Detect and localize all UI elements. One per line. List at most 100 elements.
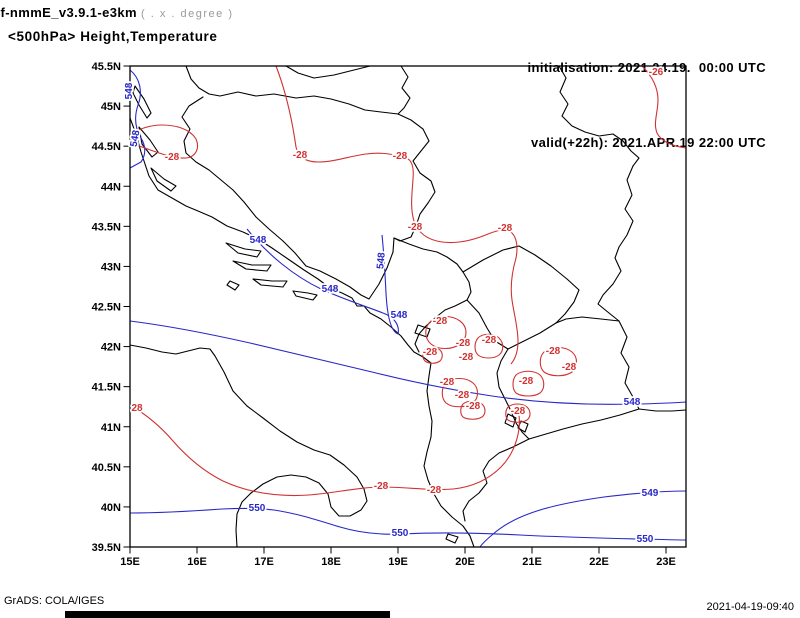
run-info-block: initialisation: 2021.04.19. 00:00 UTC va… xyxy=(528,5,766,180)
grads-credit: GrADS: COLA/IGES xyxy=(4,595,105,607)
x-tick-label: 19E xyxy=(388,556,408,568)
contour-label: -28 xyxy=(393,151,408,162)
border-macedonia-east xyxy=(618,320,687,412)
height-contours xyxy=(129,69,687,548)
border-albania-greece xyxy=(462,438,530,522)
contour-label: -28 xyxy=(433,316,448,327)
coastline-adriatic-east xyxy=(129,117,475,548)
border-montenegro-albania xyxy=(414,271,472,353)
islands-dalmatian xyxy=(132,85,318,301)
contour-label: 550 xyxy=(392,528,409,539)
border-kosovo xyxy=(462,245,580,324)
y-tick-label: 45.5N xyxy=(92,61,121,73)
contour-label: -28 xyxy=(455,390,470,401)
x-tick-label: 17E xyxy=(254,556,274,568)
contour-label: -28 xyxy=(408,222,423,233)
y-tick-label: 43N xyxy=(101,261,121,273)
y-tick-label: 44N xyxy=(101,181,121,193)
initialisation-time: initialisation: 2021.04.19. 00:00 UTC xyxy=(527,60,766,75)
contour-label: -28 xyxy=(519,376,534,387)
y-tick-label: 40N xyxy=(101,502,121,514)
y-tick-label: 42N xyxy=(101,342,121,354)
contour-label: -28 xyxy=(498,223,513,234)
contour-label: 550 xyxy=(249,503,266,514)
coastlines-and-borders xyxy=(129,65,687,548)
temperature-contours xyxy=(129,65,687,497)
y-tick-label: 41.5N xyxy=(92,382,121,394)
border-serbia-romania xyxy=(558,65,640,167)
y-tick-label: 40.5N xyxy=(92,462,121,474)
y-tick-label: 43.5N xyxy=(92,221,121,233)
contour-label: 548 xyxy=(124,82,135,99)
contour-label: -28 xyxy=(546,346,561,357)
contour-minus28-upper xyxy=(275,65,519,365)
contour-548-trough xyxy=(246,228,399,335)
y-tick-label: 41N xyxy=(101,422,121,434)
coastline-italy xyxy=(129,344,368,548)
y-tick-label: 42.5N xyxy=(92,302,121,314)
border-macedonia-north xyxy=(555,316,620,324)
x-tick-label: 16E xyxy=(187,556,207,568)
contour-550 xyxy=(129,507,687,541)
border-albania-kosovo xyxy=(466,299,509,350)
border-bosnia-montenegro xyxy=(305,237,395,300)
contour-label: 548 xyxy=(129,129,143,148)
border-bosnia-west xyxy=(181,96,307,267)
bottom-black-bar xyxy=(65,611,390,618)
contour-label: -28 xyxy=(165,152,180,163)
border-macedonia-greece xyxy=(528,408,640,440)
model-title-line: rf-nmmE_v3.9.1-e3km ( . x . degree ) xyxy=(0,5,234,20)
contour-548-northwest xyxy=(129,69,146,169)
contour-label: 550 xyxy=(637,534,654,545)
creation-timestamp: 2021-04-19-09:40 xyxy=(706,601,794,613)
x-tick-label: 21E xyxy=(522,556,542,568)
contour-label: 28 xyxy=(131,403,143,414)
x-tick-label: 15E xyxy=(120,556,140,568)
contour-labels: 548548548548548548548549550550550-26-28-… xyxy=(122,65,665,547)
contour-label: -28 xyxy=(562,362,577,373)
contour-minus28-cells xyxy=(422,315,578,423)
y-tick-label: 45N xyxy=(101,101,121,113)
border-kosovo-macedonia xyxy=(507,322,557,350)
contour-label: 548 xyxy=(624,397,641,408)
contour-548-main xyxy=(129,320,687,405)
x-tick-label: 22E xyxy=(589,556,609,568)
contour-label: -28 xyxy=(456,338,471,349)
contour-label: -28 xyxy=(511,406,526,417)
border-drina xyxy=(393,113,436,242)
contour-minus26 xyxy=(641,65,687,149)
border-croatia-hungary xyxy=(285,65,371,79)
border-serbia-bulgaria xyxy=(597,165,634,322)
contour-label: -28 xyxy=(374,481,389,492)
border-montenegro-serbia xyxy=(393,237,464,273)
model-name: rf-nmmE_v3.9.1-e3km xyxy=(0,5,137,20)
islands-ionian xyxy=(445,533,459,544)
variable-title: <500hPa> Height,Temperature xyxy=(8,29,218,44)
contour-label: -28 xyxy=(459,352,474,363)
contour-label: -28 xyxy=(427,485,442,496)
model-resolution: ( . x . degree ) xyxy=(141,8,234,20)
contour-label: 548 xyxy=(375,252,387,270)
contour-minus28-west-loop xyxy=(129,124,199,159)
contour-label: -28 xyxy=(440,377,455,388)
border-sava-north-bosnia xyxy=(185,65,399,115)
contour-label: -26 xyxy=(649,67,664,78)
axis-ticks: 45.5N 45N 44.5N 44N 43.5N 43N 42.5N 42N 41.5N 41N… xyxy=(92,61,676,568)
x-tick-label: 18E xyxy=(321,556,341,568)
contour-label: -28 xyxy=(293,150,308,161)
plot-frame xyxy=(129,65,687,548)
x-tick-label: 20E xyxy=(455,556,475,568)
contour-label: 548 xyxy=(250,235,267,246)
y-tick-label: 39.5N xyxy=(92,542,121,554)
contour-label: -28 xyxy=(466,401,481,412)
contour-label: 548 xyxy=(391,310,408,321)
contour-label: -28 xyxy=(423,347,438,358)
x-tick-label: 23E xyxy=(656,556,676,568)
contour-minus28-south xyxy=(129,404,520,497)
valid-time: valid(+22h): 2021.APR.19 22:00 UTC xyxy=(530,135,766,150)
border-croatia-serbia xyxy=(397,65,411,115)
contour-label: 548 xyxy=(322,284,339,295)
contour-549 xyxy=(479,490,687,548)
